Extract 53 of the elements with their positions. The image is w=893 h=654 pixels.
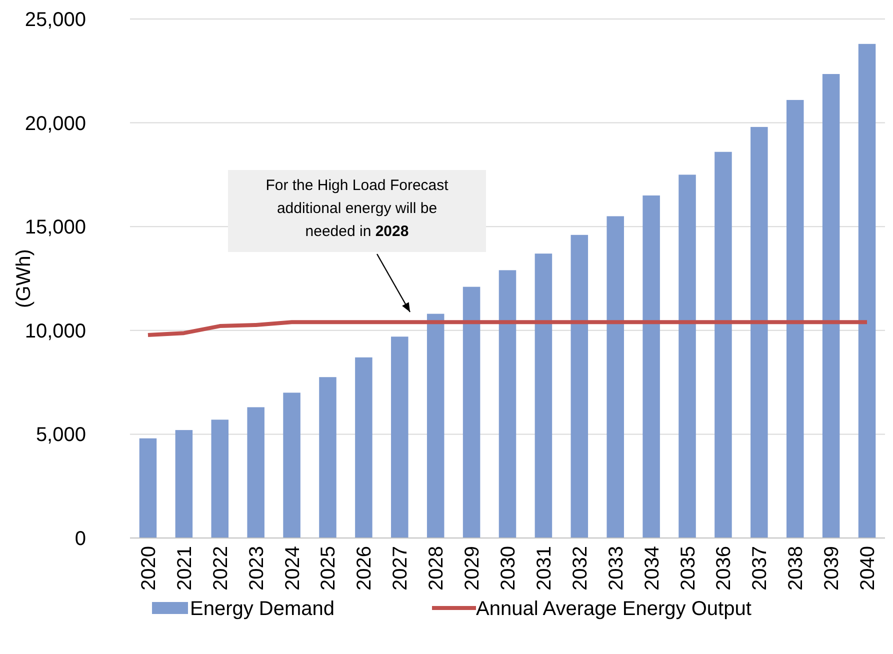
x-tick-label: 2024 [282,546,304,590]
x-tick-label: 2026 [354,546,376,590]
x-tick-label: 2033 [605,546,628,590]
x-tick-label: 2020 [138,546,160,590]
x-tick-label: 2031 [533,546,556,590]
bar [283,392,300,538]
x-tick-label: 2034 [641,546,664,590]
bar [822,74,840,538]
y-axis-title: (GWh) [13,249,35,308]
bar [211,420,229,538]
bar [139,438,157,538]
x-tick-label: 2038 [785,546,808,590]
line-series [146,320,870,337]
bar [175,430,193,538]
bar [606,216,624,538]
x-tick-label: 2037 [749,546,772,590]
y-tick-label: 20,000 [24,112,86,135]
x-tick-label: 2040 [857,546,880,590]
x-tick-label: 2036 [713,546,736,590]
x-tick-label: 2029 [462,546,484,590]
y-tick-label: 15,000 [24,216,86,239]
legend-label: Energy Demand [190,598,335,620]
y-tick-label: 0 [74,528,86,550]
y-tick-label: 10,000 [24,320,86,342]
x-tick-label: 2039 [821,546,844,590]
bar [786,100,804,538]
bar [247,407,264,538]
bar [642,195,660,538]
x-tick-label: 2027 [390,546,412,590]
bar [355,357,372,538]
bar [319,377,336,538]
legend-label: Annual Average Energy Output [476,598,752,620]
bar [426,314,444,538]
x-tick-label: 2022 [210,546,232,590]
annotation: For the High Load Forecast additional energy will be needed in 2028 [266,177,450,240]
x-tick-label: 2028 [426,546,448,590]
bar [750,126,768,538]
x-tick-label: 2021 [174,546,196,590]
bar [570,234,588,538]
x-tick-label: 2025 [318,546,340,590]
x-tick-label: 2030 [498,546,520,590]
x-tick-label: 2023 [246,546,268,590]
bar [462,286,480,538]
y-tick-label: 5,000 [36,424,86,446]
bar [714,152,732,538]
bar [391,336,408,538]
bar [498,270,516,538]
y-tick-label: 25,000 [24,9,86,31]
bar [858,44,876,538]
bar [534,254,552,538]
bar [678,174,696,538]
x-tick-label: 2035 [677,546,700,590]
x-tick-label: 2032 [569,546,592,590]
